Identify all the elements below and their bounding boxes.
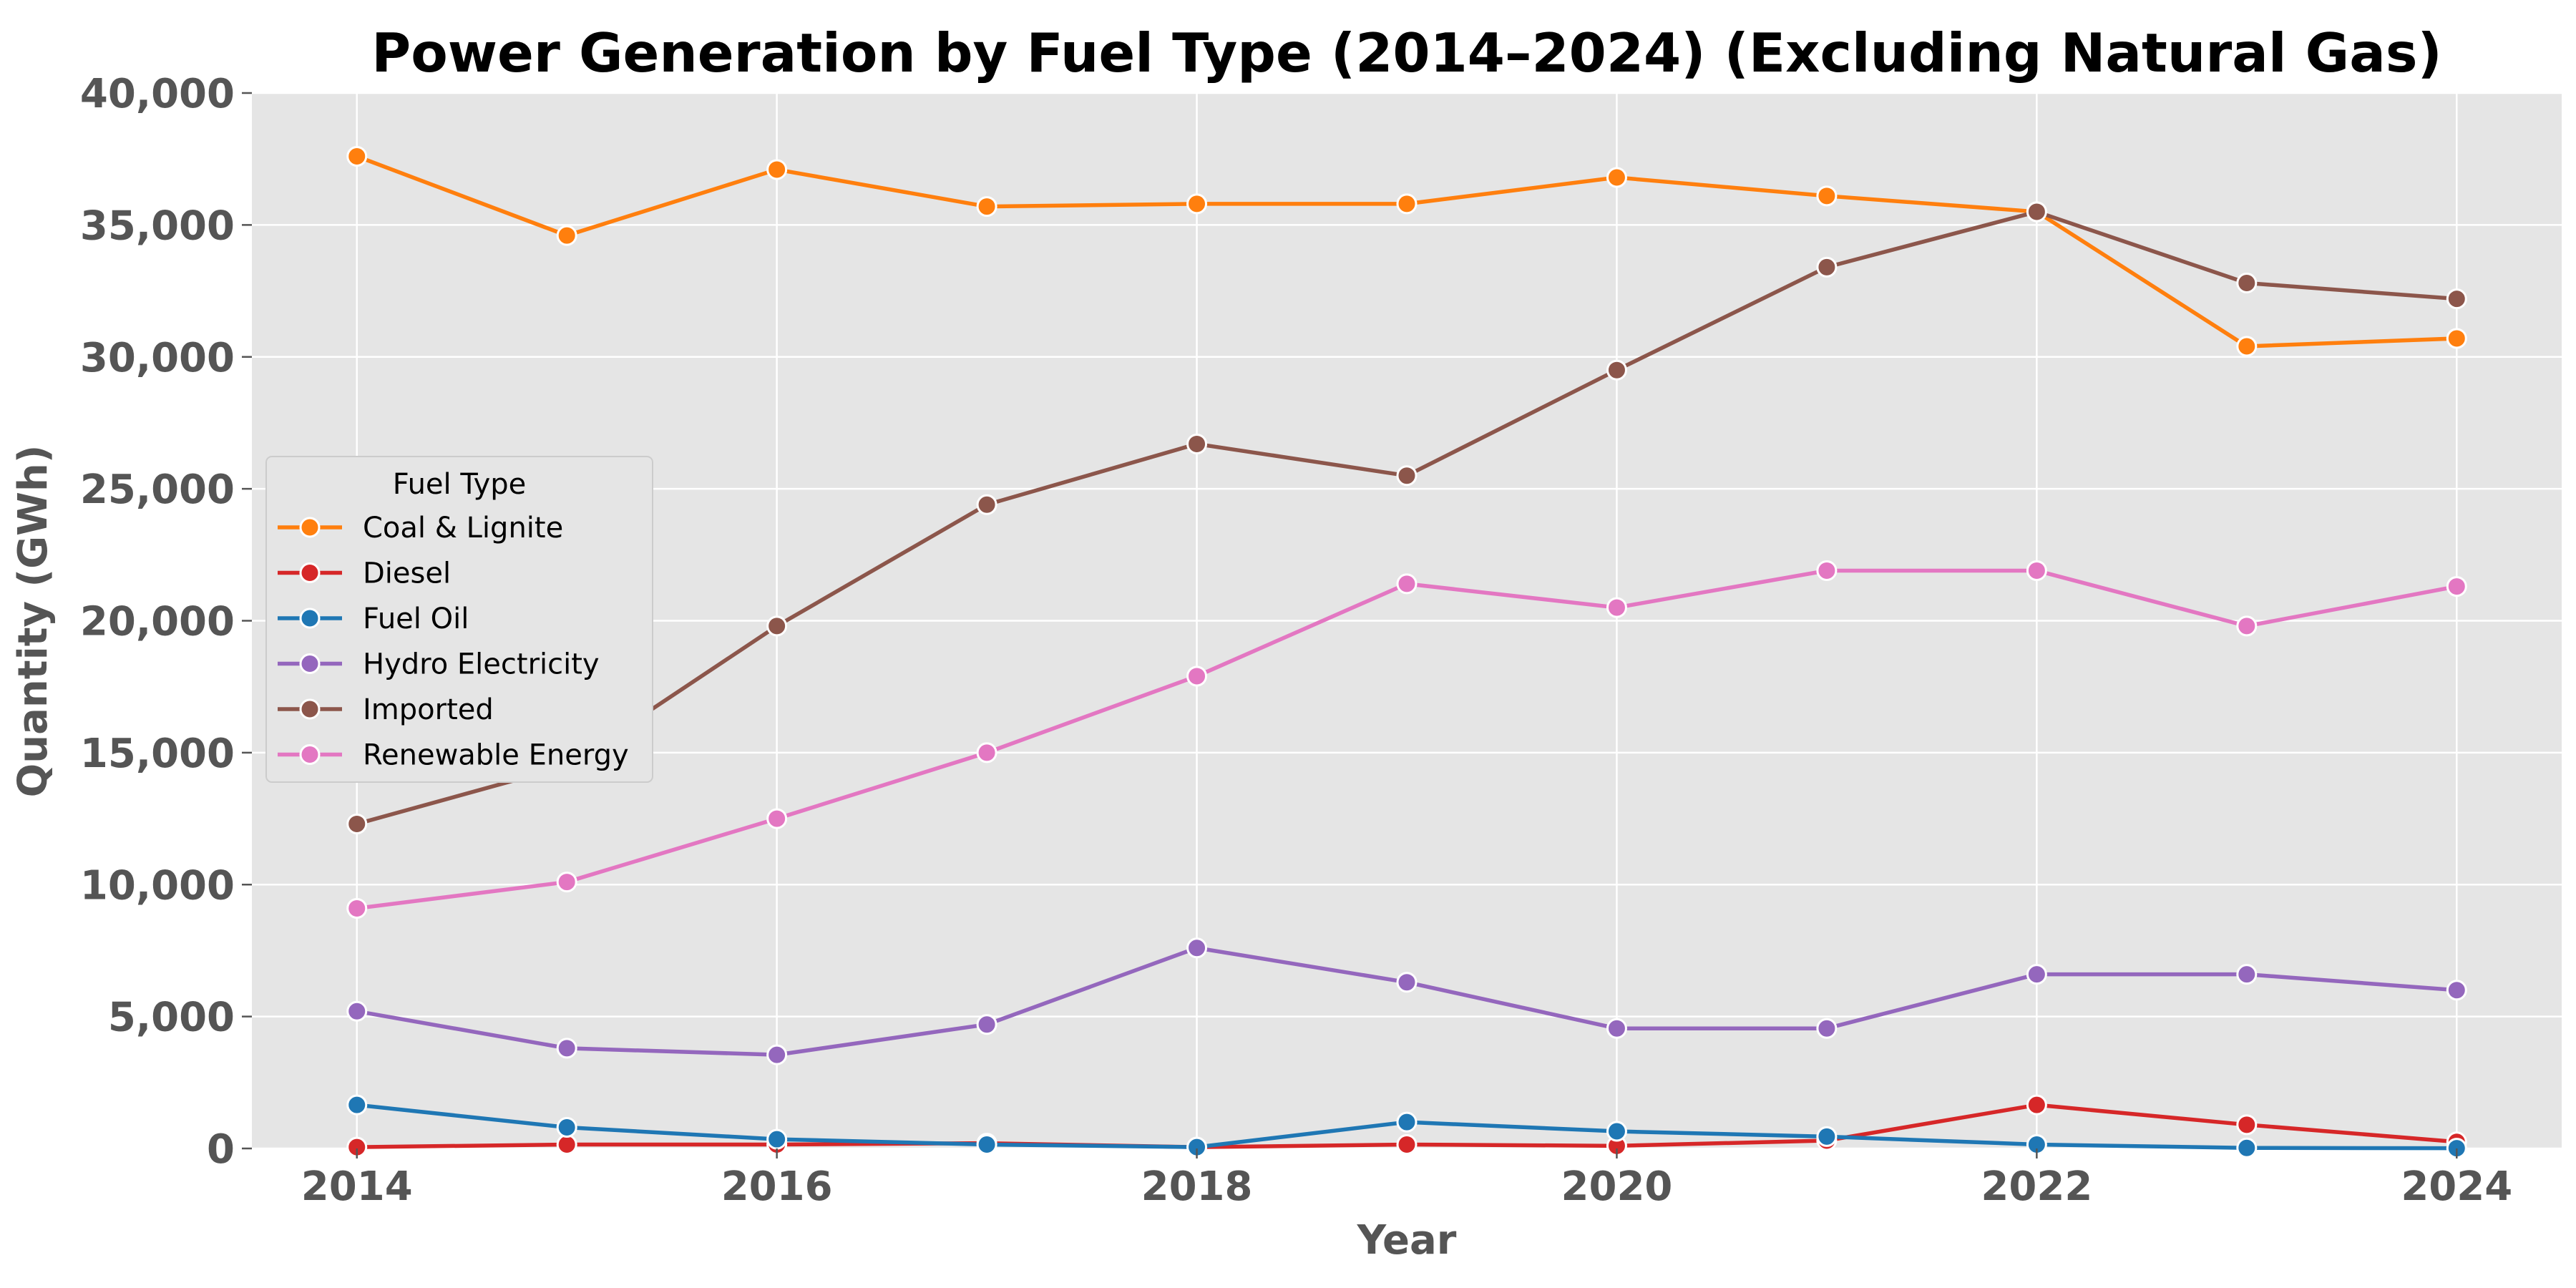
data-point-hydro-electricity bbox=[1396, 972, 1418, 993]
y-tick-label: 20,000 bbox=[80, 599, 235, 645]
axis-ticks: 0 5,000 10,000 15,000 20,000 25,000 30,000 35,0… bbox=[80, 71, 2512, 1210]
data-point-imported bbox=[976, 494, 997, 515]
legend: Fuel Type Coal & Lignite Diesel Fuel Oil Hy… bbox=[265, 456, 653, 783]
x-tick-label: 2018 bbox=[1141, 1163, 1253, 1210]
y-tick-label: 35,000 bbox=[80, 203, 235, 249]
legend-swatch-marker-fuel-oil bbox=[299, 608, 321, 629]
y-tick-label: 5,000 bbox=[108, 995, 235, 1041]
data-point-renewable-energy bbox=[346, 897, 368, 919]
data-point-coal-and-lignite bbox=[2236, 336, 2258, 357]
data-point-renewable-energy bbox=[2236, 615, 2258, 637]
data-point-renewable-energy bbox=[1396, 573, 1418, 595]
x-tick-label: 2014 bbox=[301, 1163, 413, 1210]
y-tick-label: 0 bbox=[207, 1126, 235, 1173]
legend-label-coal-and-lignite: Coal & Lignite bbox=[363, 512, 563, 545]
x-tick-label: 2022 bbox=[1981, 1163, 2092, 1210]
data-point-renewable-energy bbox=[1186, 665, 1208, 687]
data-point-fuel-oil bbox=[2236, 1137, 2258, 1158]
legend-label-fuel-oil: Fuel Oil bbox=[363, 602, 469, 635]
data-point-imported bbox=[1186, 433, 1208, 454]
data-point-imported bbox=[2446, 288, 2467, 310]
data-point-imported bbox=[766, 615, 788, 637]
data-point-diesel bbox=[556, 1133, 577, 1155]
data-point-renewable-energy bbox=[1816, 560, 1838, 581]
data-point-coal-and-lignite bbox=[2446, 328, 2467, 349]
data-point-hydro-electricity bbox=[766, 1044, 788, 1065]
data-point-hydro-electricity bbox=[2026, 964, 2047, 985]
x-axis-label: Year bbox=[1357, 1217, 1457, 1264]
data-point-hydro-electricity bbox=[2236, 964, 2258, 985]
data-point-diesel bbox=[2236, 1114, 2258, 1136]
data-point-hydro-electricity bbox=[556, 1038, 577, 1059]
data-point-imported bbox=[1816, 256, 1838, 278]
legend-swatch-marker-hydro-electricity bbox=[299, 653, 321, 674]
legend-title: Fuel Type bbox=[393, 468, 526, 501]
x-tick-label: 2020 bbox=[1561, 1163, 1673, 1210]
data-point-imported bbox=[346, 813, 368, 834]
data-point-fuel-oil bbox=[1396, 1111, 1418, 1133]
data-point-renewable-energy bbox=[2026, 560, 2047, 581]
legend-swatch-marker-renewable-energy bbox=[299, 744, 321, 765]
legend-swatch-marker-diesel bbox=[299, 562, 321, 583]
data-point-coal-and-lignite bbox=[346, 146, 368, 167]
data-point-coal-and-lignite bbox=[1606, 167, 1627, 188]
y-tick-label: 15,000 bbox=[80, 731, 235, 777]
data-point-hydro-electricity bbox=[976, 1014, 997, 1035]
data-point-imported bbox=[2026, 201, 2047, 223]
data-point-coal-and-lignite bbox=[556, 225, 577, 246]
x-tick-label: 2016 bbox=[721, 1163, 833, 1210]
data-point-coal-and-lignite bbox=[766, 159, 788, 180]
legend-label-hydro-electricity: Hydro Electricity bbox=[363, 648, 600, 681]
data-point-fuel-oil bbox=[1606, 1121, 1627, 1142]
data-point-renewable-energy bbox=[766, 808, 788, 829]
data-point-renewable-energy bbox=[976, 742, 997, 763]
data-point-fuel-oil bbox=[976, 1133, 997, 1155]
series-layer bbox=[346, 146, 2467, 1159]
data-point-imported bbox=[1396, 465, 1418, 487]
data-point-fuel-oil bbox=[346, 1094, 368, 1116]
y-tick-label: 25,000 bbox=[80, 467, 235, 513]
legend-box bbox=[265, 456, 653, 783]
legend-swatch-marker-imported bbox=[299, 698, 321, 720]
data-point-coal-and-lignite bbox=[1186, 193, 1208, 215]
legend-label-imported: Imported bbox=[363, 693, 494, 726]
data-point-imported bbox=[2236, 273, 2258, 293]
y-tick-label: 30,000 bbox=[80, 335, 235, 381]
legend-swatch-marker-coal-and-lignite bbox=[299, 517, 321, 538]
data-point-renewable-energy bbox=[1606, 597, 1627, 618]
y-tick-label: 10,000 bbox=[80, 862, 235, 909]
y-tick-label: 40,000 bbox=[80, 71, 235, 117]
x-tick-label: 2024 bbox=[2401, 1163, 2512, 1210]
data-point-imported bbox=[1606, 359, 1627, 381]
y-axis-label: Quantity (GWh) bbox=[10, 445, 57, 798]
data-point-fuel-oil bbox=[1816, 1126, 1838, 1147]
data-point-hydro-electricity bbox=[346, 1000, 368, 1022]
chart-title: Power Generation by Fuel Type (2014–2024… bbox=[371, 21, 2442, 84]
data-point-fuel-oil bbox=[556, 1117, 577, 1138]
data-point-hydro-electricity bbox=[1816, 1018, 1838, 1039]
legend-label-renewable-energy: Renewable Energy bbox=[363, 739, 629, 772]
data-point-diesel bbox=[1396, 1133, 1418, 1155]
data-point-coal-and-lignite bbox=[1396, 193, 1418, 215]
data-point-hydro-electricity bbox=[1606, 1018, 1627, 1039]
data-point-coal-and-lignite bbox=[1816, 185, 1838, 207]
data-point-coal-and-lignite bbox=[976, 196, 997, 218]
data-point-renewable-energy bbox=[556, 872, 577, 893]
data-point-hydro-electricity bbox=[2446, 980, 2467, 1001]
legend-label-diesel: Diesel bbox=[363, 557, 451, 590]
data-point-diesel bbox=[2026, 1094, 2047, 1116]
data-point-renewable-energy bbox=[2446, 576, 2467, 597]
data-point-hydro-electricity bbox=[1186, 937, 1208, 959]
data-point-fuel-oil bbox=[766, 1128, 788, 1150]
